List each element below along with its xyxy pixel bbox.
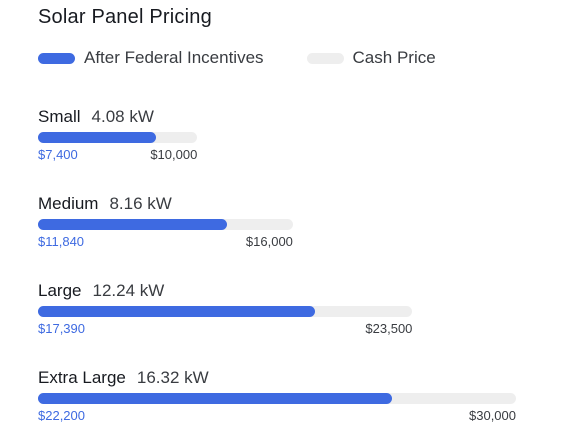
incentive-price-label: $11,840 [38,234,85,249]
legend-label-cash: Cash Price [352,48,436,67]
tier-medium: Medium 8.16 kW $11,840 $16,000 [38,194,538,249]
incentive-price-label: $7,400 [38,147,78,162]
legend-label-incentive: After Federal Incentives [84,48,264,67]
legend: After Federal Incentives Cash Price [38,47,436,69]
tier-small: Small 4.08 kW $7,400 $10,000 [38,107,538,162]
tier-name: Medium [38,194,99,213]
cash-price-label: $10,000 [150,147,198,162]
incentive-price-label: $17,390 [38,321,85,336]
tier-size: 16.32 kW [136,368,209,387]
cash-price-label: $30,000 [469,408,516,423]
page-title: Solar Panel Pricing [38,6,212,28]
tier-size: 8.16 kW [109,194,172,213]
incentive-price-bar [38,393,392,404]
incentive-price-bar [38,219,227,230]
legend-swatch-incentive [38,52,75,64]
cash-price-label: $23,500 [365,321,413,336]
tier-extra-large: Extra Large 16.32 kW $22,200 $30,000 [38,368,538,423]
legend-item-incentive: After Federal Incentives [38,48,264,68]
legend-swatch-cash [306,52,344,64]
incentive-price-bar [38,306,316,317]
tier-large: Large 12.24 kW $17,390 $23,500 [38,281,538,336]
tier-name: Small [38,107,81,126]
incentive-price-label: $22,200 [38,408,85,423]
cash-price-label: $16,000 [245,234,293,249]
tier-name: Large [38,281,82,300]
tier-size: 4.08 kW [91,107,154,126]
tier-name: Extra Large [38,368,126,387]
incentive-price-bar [38,132,156,143]
legend-item-cash: Cash Price [306,48,436,68]
tier-size: 12.24 kW [92,281,165,300]
